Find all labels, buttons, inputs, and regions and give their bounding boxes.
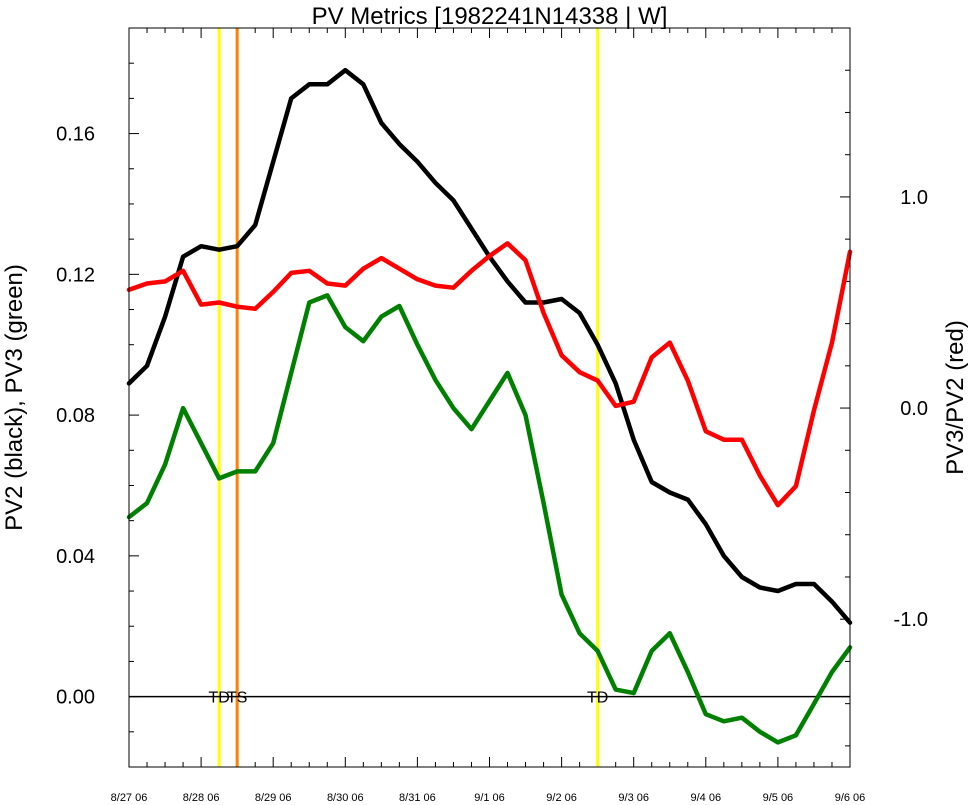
x-tick-label: 8/28 06 (183, 792, 220, 804)
chart-title: PV Metrics [1982241N14338 | W] (312, 3, 668, 30)
x-tick-label: 8/29 06 (255, 792, 292, 804)
y-left-tick-label: 0.16 (56, 124, 95, 146)
x-tick-label: 8/31 06 (399, 792, 436, 804)
x-tick-label: 9/1 06 (474, 792, 505, 804)
y-axis-label-right: PV3/PV2 (red) (942, 320, 969, 475)
series-line-pv3 (126, 293, 853, 745)
y-left-tick-label: 0.08 (56, 405, 95, 427)
y-left-tick-label: 0.00 (56, 687, 95, 709)
x-tick-label: 8/30 06 (327, 792, 364, 804)
plot-frame (128, 27, 851, 768)
y-right-tick-label: -1.0 (894, 609, 928, 631)
x-tick-label: 9/3 06 (618, 792, 649, 804)
event-label: TD (587, 690, 608, 707)
x-tick-label: 8/27 06 (111, 792, 148, 804)
x-tick-label: 9/2 06 (546, 792, 577, 804)
x-tick-label: 9/6 06 (835, 792, 866, 804)
event-label: TS (227, 690, 247, 707)
y-left-tick-label: 0.04 (56, 546, 95, 568)
x-tick-label: 9/4 06 (691, 792, 722, 804)
event-lines (217, 28, 600, 767)
y-axis-label-left: PV2 (black), PV3 (green) (1, 264, 28, 531)
event-label: TD (208, 690, 229, 707)
y-right-tick-label: 0.0 (900, 398, 928, 420)
x-tick-label: 9/5 06 (763, 792, 794, 804)
tick-labels: 8/27 06 8/28 06 8/29 06 8/30 06 8/31 06 9/1 0… (56, 124, 928, 804)
data-series (126, 67, 853, 745)
y-right-tick-label: 1.0 (900, 187, 928, 209)
y-left-tick-label: 0.12 (56, 264, 95, 286)
series-line-pv3-pv2 (126, 241, 853, 508)
